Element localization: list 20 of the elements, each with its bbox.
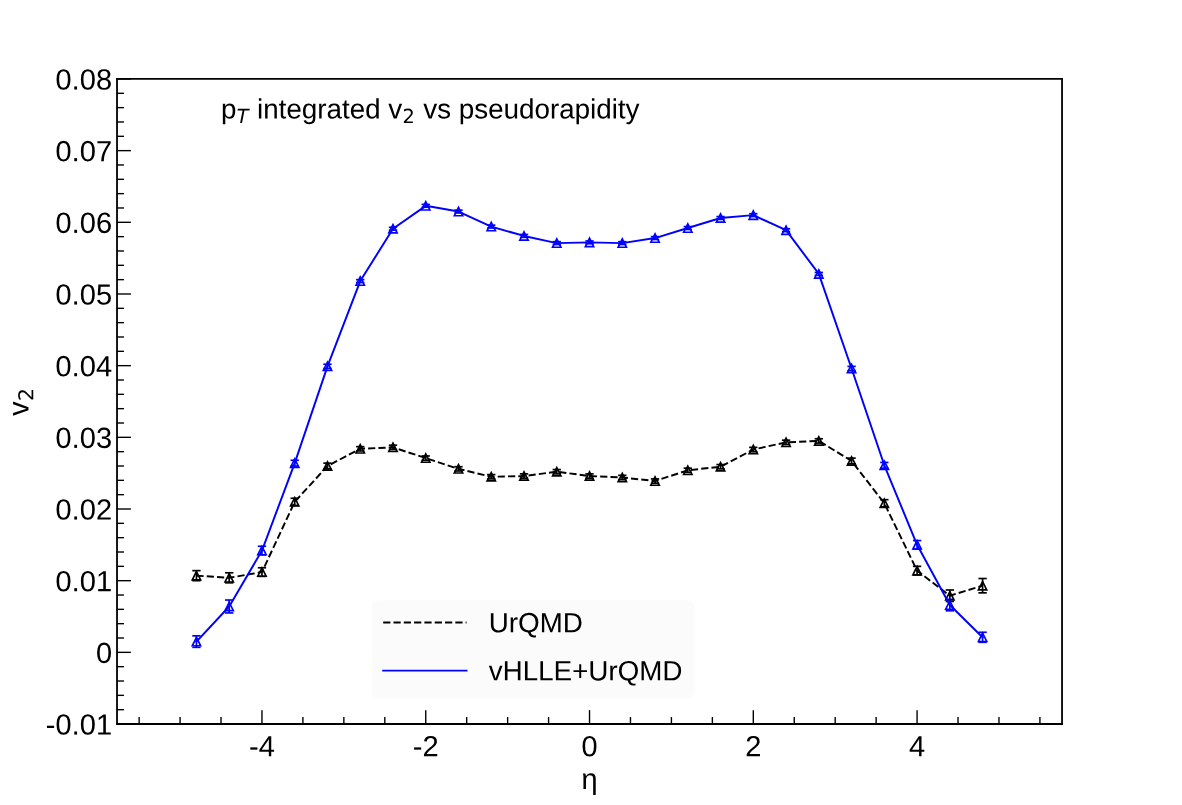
legend-label: UrQMD [490,612,582,638]
annotation: p$_{T}$ integrated v$_{2}$ vs pseudorapidity [222,98,640,125]
x-tick-label: 0 [582,735,597,757]
y-tick-label: 0.08 [56,69,111,90]
x-tick-label: -4 [250,736,275,757]
y-tick-label: 0.03 [56,427,111,449]
y-tick-label: 0.04 [56,355,112,377]
y-tick-label: 0.05 [56,284,111,305]
legend-label: vHLLE+UrQMD [488,660,682,686]
x-tick-label: 4 [909,736,925,757]
y-axis-title: v$_{2}$ [13,390,34,416]
x-axis-title: η [582,773,596,796]
y-tick-label: 0 [97,642,112,664]
y-tick-label: 0.07 [56,140,111,162]
y-tick-label: 0.02 [56,499,111,520]
x-tick-label: -2 [414,735,438,757]
y-tick-label: -0.01 [46,714,111,735]
y-tick-label: 0.06 [56,212,111,234]
y-tick-label: 0.01 [56,570,111,592]
x-tick-label: 2 [746,735,760,757]
